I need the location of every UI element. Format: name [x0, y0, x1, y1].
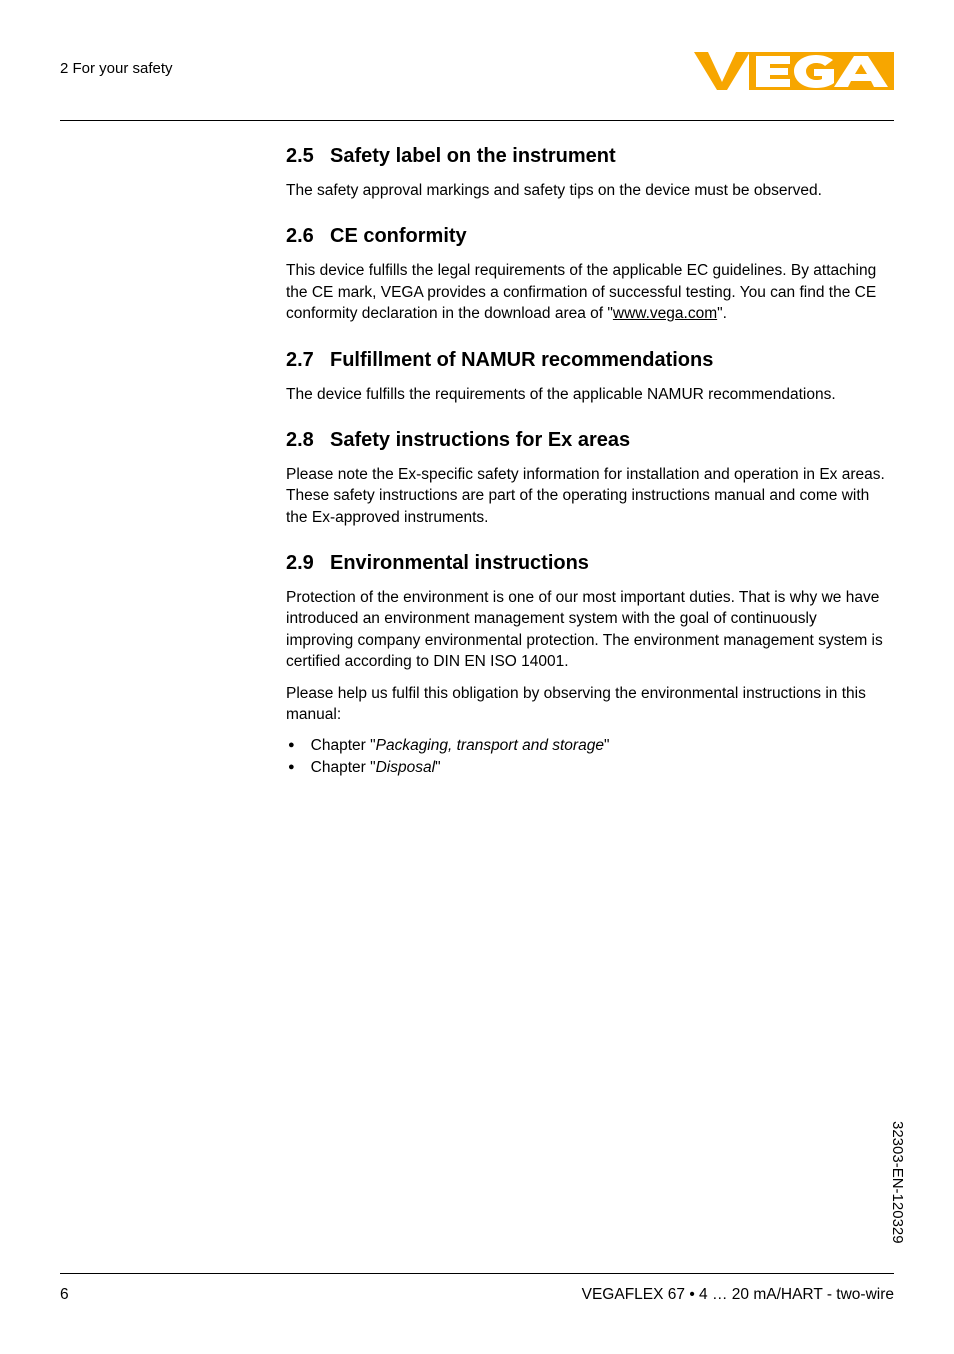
list-item: Chapter "Packaging, transport and storag…: [286, 735, 886, 756]
paragraph-text: This device fulfills the legal requireme…: [286, 262, 876, 322]
section-title: Fulfillment of NAMUR recommendations: [330, 349, 886, 372]
section-number: 2.8: [286, 429, 330, 452]
page-number: 6: [60, 1286, 69, 1304]
section-title: Safety label on the instrument: [330, 145, 886, 168]
page-content: 2.5 Safety label on the instrument The s…: [226, 145, 946, 778]
body-paragraph: Protection of the environment is one of …: [286, 587, 886, 673]
section-number: 2.5: [286, 145, 330, 168]
section-number: 2.7: [286, 349, 330, 372]
bullet-prefix: Chapter ": [311, 759, 376, 776]
section-heading-2-6: 2.6 CE conformity: [286, 225, 886, 248]
footer-divider: [60, 1273, 894, 1274]
body-paragraph: The device fulfills the requirements of …: [286, 384, 886, 405]
bullet-suffix: ": [435, 759, 441, 776]
header-logo-wrap: [694, 52, 894, 90]
page-footer: 6 VEGAFLEX 67 • 4 … 20 mA/HART - two-wir…: [60, 1286, 894, 1304]
paragraph-suffix: ".: [717, 305, 727, 322]
header-chapter-label: 2 For your safety: [60, 52, 173, 77]
bullet-suffix: ": [604, 737, 610, 754]
section-heading-2-8: 2.8 Safety instructions for Ex areas: [286, 429, 886, 452]
bullet-prefix: Chapter ": [311, 737, 376, 754]
header-divider: [60, 120, 894, 121]
vega-logo-icon: [694, 52, 894, 90]
section-title: CE conformity: [330, 225, 886, 248]
section-title: Safety instructions for Ex areas: [330, 429, 886, 452]
document-code: 32303-EN-120329: [889, 1121, 906, 1244]
body-paragraph: This device fulfills the legal requireme…: [286, 260, 886, 324]
section-heading-2-5: 2.5 Safety label on the instrument: [286, 145, 886, 168]
bullet-italic: Packaging, transport and storage: [376, 737, 604, 754]
vega-website-link[interactable]: www.vega.com: [613, 305, 717, 322]
body-paragraph: Please note the Ex-specific safety infor…: [286, 464, 886, 528]
body-paragraph: Please help us fulfil this obligation by…: [286, 683, 886, 726]
footer-doc-title: VEGAFLEX 67 • 4 … 20 mA/HART - two-wire: [582, 1286, 894, 1304]
page-header: 2 For your safety: [0, 0, 954, 118]
section-heading-2-9: 2.9 Environmental instructions: [286, 552, 886, 575]
section-heading-2-7: 2.7 Fulfillment of NAMUR recommendations: [286, 349, 886, 372]
list-item: Chapter "Disposal": [286, 757, 886, 778]
bullet-italic: Disposal: [376, 759, 435, 776]
section-title: Environmental instructions: [330, 552, 886, 575]
section-number: 2.6: [286, 225, 330, 248]
bullet-list: Chapter "Packaging, transport and storag…: [286, 735, 886, 778]
body-paragraph: The safety approval markings and safety …: [286, 180, 886, 201]
section-number: 2.9: [286, 552, 330, 575]
